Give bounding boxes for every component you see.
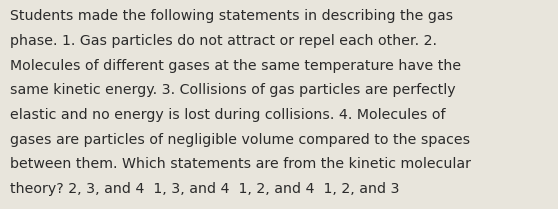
Text: between them. Which statements are from the kinetic molecular: between them. Which statements are from … <box>10 157 471 171</box>
Text: theory? 2, 3, and 4  1, 3, and 4  1, 2, and 4  1, 2, and 3: theory? 2, 3, and 4 1, 3, and 4 1, 2, an… <box>10 182 400 196</box>
Text: Students made the following statements in describing the gas: Students made the following statements i… <box>10 9 453 23</box>
Text: gases are particles of negligible volume compared to the spaces: gases are particles of negligible volume… <box>10 133 470 147</box>
Text: Molecules of different gases at the same temperature have the: Molecules of different gases at the same… <box>10 59 461 73</box>
Text: elastic and no energy is lost during collisions. 4. Molecules of: elastic and no energy is lost during col… <box>10 108 445 122</box>
Text: phase. 1. Gas particles do not attract or repel each other. 2.: phase. 1. Gas particles do not attract o… <box>10 34 437 48</box>
Text: same kinetic energy. 3. Collisions of gas particles are perfectly: same kinetic energy. 3. Collisions of ga… <box>10 83 456 97</box>
